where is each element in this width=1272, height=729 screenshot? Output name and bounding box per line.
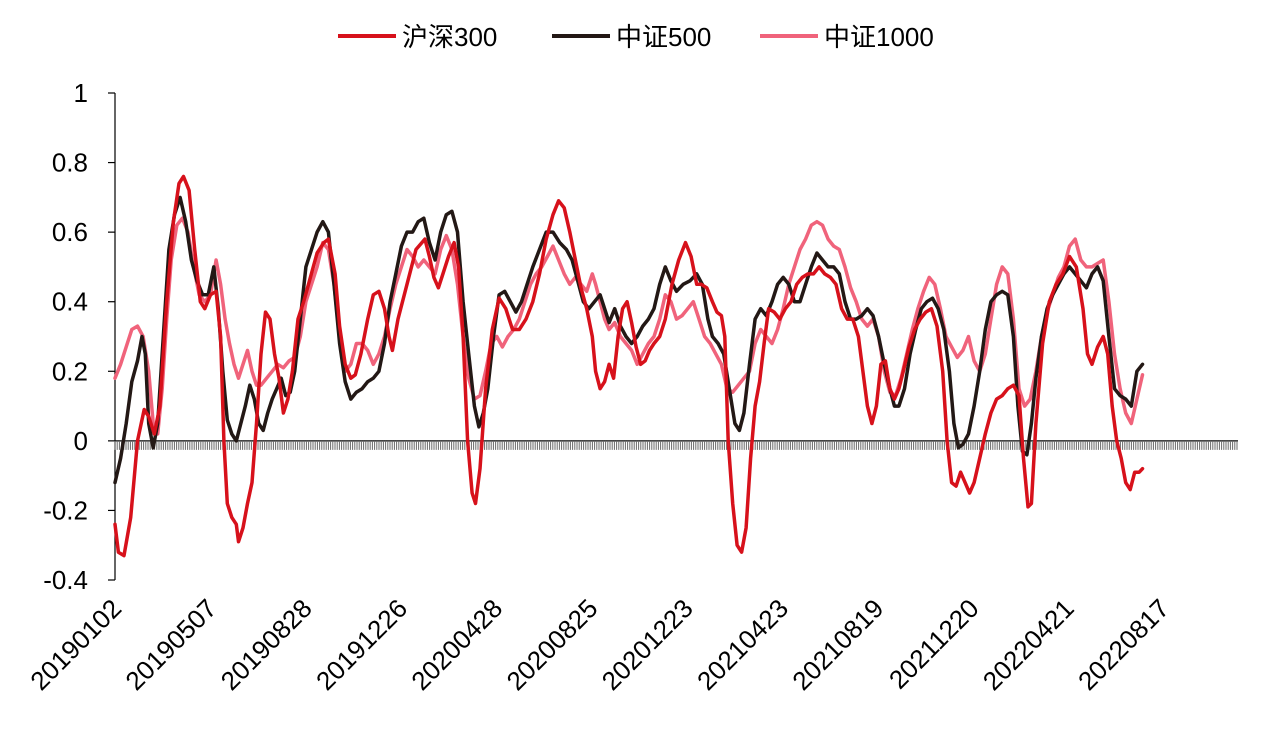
x-tick-label: 20191226 bbox=[310, 593, 413, 696]
x-tick-label: 20210423 bbox=[691, 593, 794, 696]
x-tick-label: 20190828 bbox=[215, 593, 318, 696]
y-tick-label: 1 bbox=[74, 78, 88, 108]
x-tick-label: 20220817 bbox=[1072, 593, 1175, 696]
series-line-0 bbox=[113, 174, 1145, 558]
y-tick-label: 0.2 bbox=[52, 356, 88, 386]
x-tick-label: 20210819 bbox=[786, 593, 889, 696]
legend-label-0: 沪深300 bbox=[402, 22, 497, 52]
y-tick-label: 0.4 bbox=[52, 287, 88, 317]
x-tick-comb bbox=[114, 440, 1238, 450]
y-tick-label: 0.8 bbox=[52, 148, 88, 178]
x-tick-label: 20220421 bbox=[977, 593, 1080, 696]
x-tick-label: 20200825 bbox=[500, 593, 603, 696]
y-tick-label: 0.6 bbox=[52, 217, 88, 247]
y-tick-label: -0.4 bbox=[43, 565, 88, 595]
y-tick-label: -0.2 bbox=[43, 495, 88, 525]
x-tick-label: 20201223 bbox=[596, 593, 699, 696]
x-tick-label: 20211220 bbox=[883, 593, 985, 695]
x-tick-label: 20190102 bbox=[24, 593, 127, 696]
series-line-2 bbox=[113, 216, 1145, 436]
plot-lines bbox=[113, 174, 1145, 558]
y-axis: -0.4 -0.2 0 0.2 0.4 0.6 0.8 1 bbox=[43, 78, 116, 595]
x-tick-label: 20190507 bbox=[119, 593, 222, 696]
legend-label-1: 中证500 bbox=[616, 22, 711, 52]
y-tick-label: 0 bbox=[74, 426, 88, 456]
legend-label-2: 中证1000 bbox=[824, 22, 934, 52]
x-tick-label: 20200428 bbox=[405, 593, 508, 696]
legend: 沪深300 中证500 中证1000 bbox=[338, 22, 934, 52]
x-axis: 2019010220190507201908282019122620200428… bbox=[24, 440, 1238, 696]
